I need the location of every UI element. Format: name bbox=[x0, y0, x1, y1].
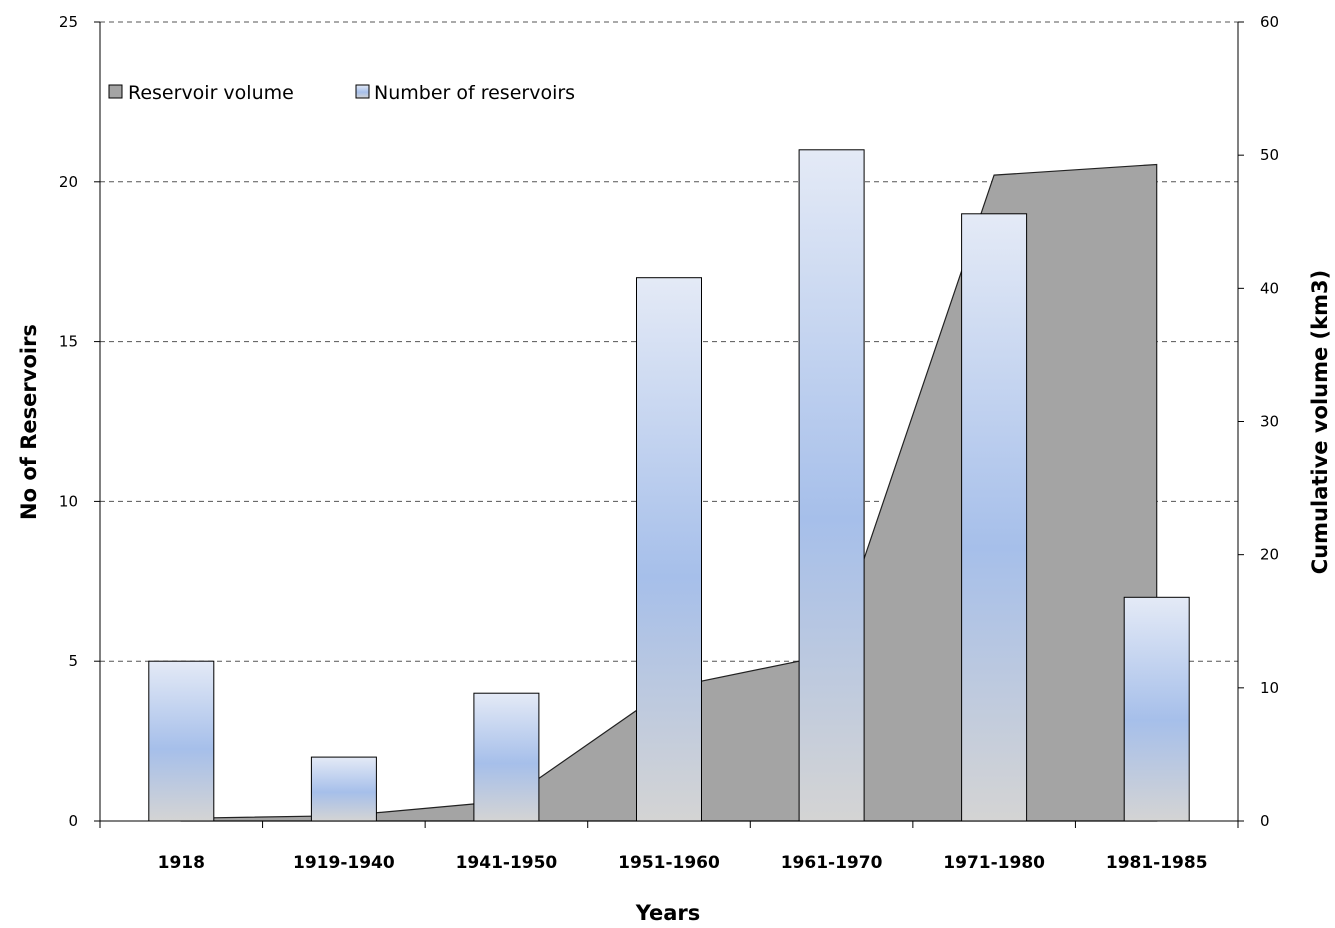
y2-tick-label: 0 bbox=[1260, 812, 1270, 830]
y-tick-label: 5 bbox=[68, 652, 78, 670]
bar-1961-1970 bbox=[798, 149, 865, 822]
x-tick-label: 1981-1985 bbox=[1106, 853, 1208, 873]
tick-labels: 0 5 10 15 20 25 0 10 20 30 40 50 60 1918 1919-1940 1941… bbox=[59, 13, 1279, 873]
x-tick-label: 1919-1940 bbox=[293, 853, 395, 873]
legend-label-count: Number of reservoirs bbox=[374, 82, 575, 104]
bar-1971-1980 bbox=[961, 213, 1028, 822]
legend-swatch-volume bbox=[108, 84, 123, 99]
x-tick-label: 1918 bbox=[158, 853, 205, 873]
x-tick-label: 1971-1980 bbox=[943, 853, 1045, 873]
y-tick-label: 10 bbox=[59, 492, 78, 510]
legend-swatch-count bbox=[355, 84, 370, 99]
x-tick-label: 1961-1970 bbox=[781, 853, 883, 873]
y-tick-label: 25 bbox=[59, 13, 78, 31]
legend-label-volume: Reservoir volume bbox=[128, 82, 294, 104]
axes bbox=[94, 21, 1244, 828]
y-tick-label: 15 bbox=[59, 333, 78, 351]
legend: Reservoir volume Number of reservoirs bbox=[108, 82, 575, 104]
x-axis-title: Years bbox=[635, 901, 701, 924]
bar-1941-1950 bbox=[473, 692, 540, 822]
y2-tick-label: 60 bbox=[1260, 13, 1279, 31]
y-tick-label: 0 bbox=[68, 812, 78, 830]
y2-tick-label: 40 bbox=[1260, 279, 1279, 297]
x-tick-label: 1951-1960 bbox=[618, 853, 720, 873]
y2-tick-label: 10 bbox=[1260, 679, 1279, 697]
y2-tick-label: 50 bbox=[1260, 146, 1279, 164]
y-tick-label: 20 bbox=[59, 173, 78, 191]
y2-axis-title: Cumulative volume (km3) bbox=[1308, 270, 1332, 574]
bar-1919-1940 bbox=[310, 756, 377, 822]
bar-1951-1960 bbox=[636, 277, 702, 822]
x-tick-label: 1941-1950 bbox=[456, 853, 558, 873]
y2-tick-label: 30 bbox=[1260, 413, 1279, 431]
bars bbox=[148, 149, 1190, 822]
bar-1918 bbox=[148, 660, 215, 822]
bar-1981-1985 bbox=[1123, 596, 1190, 822]
y-axis-title: No of Reservoirs bbox=[17, 324, 41, 520]
y2-tick-label: 20 bbox=[1260, 546, 1279, 564]
